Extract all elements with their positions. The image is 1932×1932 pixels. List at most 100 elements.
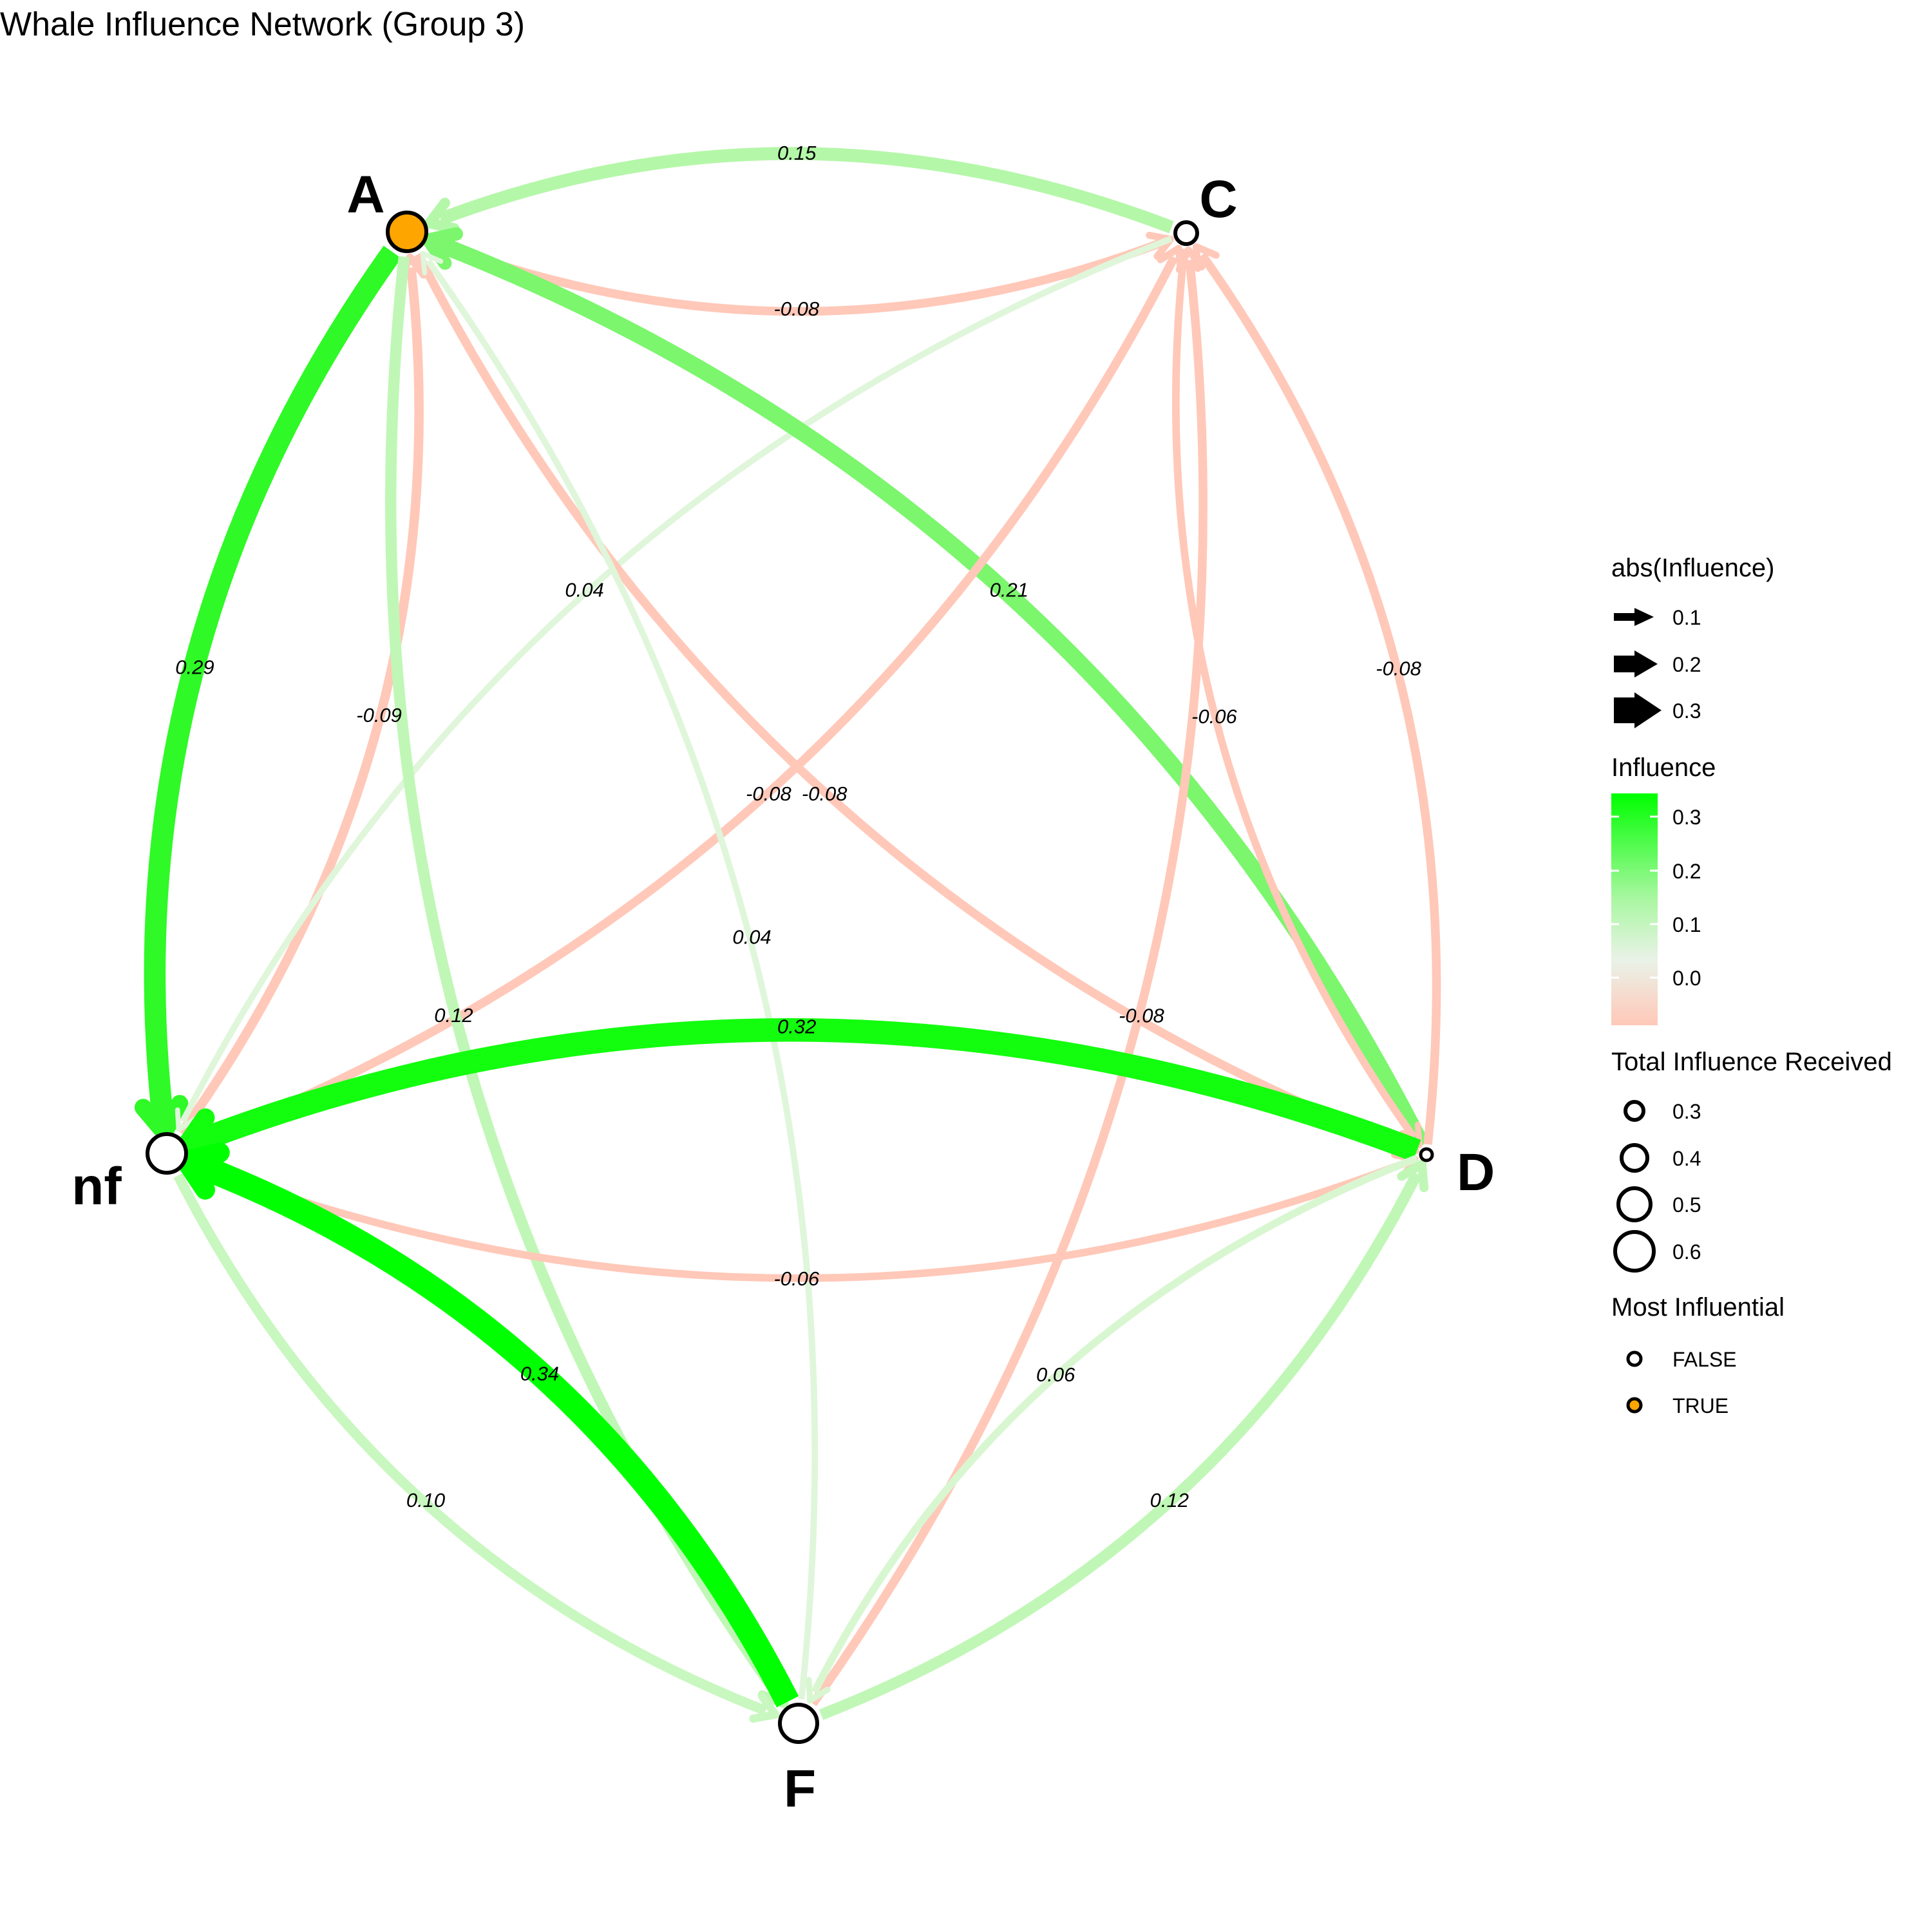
edge-label: -0.08 xyxy=(1119,1004,1164,1027)
legend-color-label: 0.3 xyxy=(1672,806,1701,829)
legend-color-tick: 0.0 xyxy=(1611,967,1701,990)
edge-line xyxy=(1198,252,1441,1145)
edge-C-to-D xyxy=(1172,248,1423,1148)
legend-color-label: 0.2 xyxy=(1672,860,1701,883)
edge-label: 0.04 xyxy=(732,925,771,948)
legend-width-label: 0.3 xyxy=(1672,699,1701,723)
edge-nf-to-C xyxy=(188,245,1184,1149)
edge-arrowhead xyxy=(424,198,460,234)
edge-line xyxy=(819,1171,1422,1720)
legend-color-title: Influence xyxy=(1611,753,1716,782)
node-nf[interactable]: nf xyxy=(71,1132,188,1216)
legend-size-circle xyxy=(1613,1230,1656,1273)
edge-label: 0.12 xyxy=(434,1004,473,1027)
edge-label: 0.34 xyxy=(520,1363,559,1385)
legend-arrow-icon xyxy=(1614,650,1658,677)
node-F[interactable]: F xyxy=(778,1703,819,1818)
edge-arrowhead xyxy=(1397,1159,1429,1193)
legend-arrow-icon xyxy=(1614,608,1654,626)
legend-size-label: 0.6 xyxy=(1672,1240,1701,1264)
legend-size-title: Total Influence Received xyxy=(1611,1048,1892,1076)
node-D[interactable]: D xyxy=(1419,1143,1495,1202)
edge-line xyxy=(144,245,401,1119)
edge-line xyxy=(196,1018,1421,1162)
edge-A-to-D xyxy=(414,252,1419,1159)
legend-arrow-icon xyxy=(1614,692,1662,728)
edge-line xyxy=(177,267,424,1136)
edge-line xyxy=(180,236,1173,1123)
edge-label: 0.29 xyxy=(175,656,214,678)
edge-label: -0.08 xyxy=(802,782,848,805)
edge-A-to-F xyxy=(384,256,789,1709)
edge-label: 0.04 xyxy=(565,578,603,601)
edge-D-to-nf xyxy=(176,1018,1421,1164)
node-label: nf xyxy=(71,1157,122,1216)
edge-F-to-nf xyxy=(175,1142,799,1708)
edge-D-to-C xyxy=(1192,243,1441,1145)
edge-label: 0.10 xyxy=(406,1489,445,1511)
legend-size-item: 0.3 xyxy=(1624,1100,1701,1123)
node-circle[interactable] xyxy=(1419,1147,1434,1162)
edge-label: 0.15 xyxy=(777,142,817,164)
nodes-layer: A C D Fnf xyxy=(71,166,1495,1818)
edge-arrowhead xyxy=(749,1692,780,1723)
legend-width-item: 0.2 xyxy=(1614,650,1701,677)
node-circle[interactable] xyxy=(386,211,428,253)
edge-line xyxy=(437,236,1430,1150)
edge-line xyxy=(811,1155,1419,1694)
edge-label: 0.12 xyxy=(1150,1489,1189,1511)
edge-arrowhead xyxy=(422,227,463,270)
legend-mi-circle xyxy=(1626,1397,1643,1414)
node-circle[interactable] xyxy=(146,1132,188,1175)
legend-mi-label: FALSE xyxy=(1672,1348,1737,1371)
legend-color-label: 0.1 xyxy=(1672,913,1701,936)
edge-line xyxy=(438,147,1174,234)
chart-title: Whale Influence Network (Group 3) xyxy=(0,6,526,43)
edge-arrowhead xyxy=(806,1676,831,1704)
legend-width-label: 0.2 xyxy=(1672,653,1701,676)
legend-color-tick: 0.3 xyxy=(1611,806,1701,829)
legend-width-title: abs(Influence) xyxy=(1611,554,1774,582)
node-C[interactable]: C xyxy=(1173,170,1238,246)
legend-size-circle xyxy=(1616,1186,1653,1222)
legend-width-label: 0.1 xyxy=(1672,606,1701,629)
edge-F-to-A xyxy=(420,251,819,1700)
edge-line xyxy=(196,1155,799,1708)
legend-color-tick: 0.2 xyxy=(1611,860,1701,883)
edge-label: 0.21 xyxy=(990,578,1028,601)
node-circle[interactable] xyxy=(778,1703,819,1744)
legend-width-item: 0.1 xyxy=(1614,606,1701,629)
legend-size-label: 0.5 xyxy=(1672,1193,1701,1217)
edge-line xyxy=(188,1159,1408,1282)
edge-label: -0.08 xyxy=(746,782,791,805)
node-circle[interactable] xyxy=(1173,220,1199,246)
node-label: D xyxy=(1457,1143,1495,1202)
edge-line xyxy=(428,236,1163,316)
edge-line xyxy=(414,252,1408,1151)
node-A[interactable]: A xyxy=(346,166,428,253)
legend-mi-item: TRUE xyxy=(1626,1394,1728,1417)
legend-size-item: 0.5 xyxy=(1616,1186,1701,1222)
edge-line xyxy=(425,259,819,1700)
edge-line xyxy=(1172,248,1417,1140)
edge-arrowhead xyxy=(175,1107,198,1132)
edge-arrowhead xyxy=(1192,243,1220,272)
legend-color-tick: 0.1 xyxy=(1611,913,1701,936)
edge-line xyxy=(188,255,1179,1149)
edge-line xyxy=(173,1173,768,1716)
edge-label: -0.06 xyxy=(773,1267,819,1290)
legend-mi-item: FALSE xyxy=(1626,1348,1737,1371)
edge-nf-to-F xyxy=(173,1173,780,1723)
legend-size-circle xyxy=(1624,1100,1645,1122)
legend-size-label: 0.3 xyxy=(1672,1100,1701,1123)
edge-line xyxy=(384,256,782,1698)
legend-size-item: 0.6 xyxy=(1613,1230,1701,1273)
edge-label: -0.06 xyxy=(1191,705,1237,728)
legend-size-circle xyxy=(1620,1143,1649,1173)
legend-mi-label: TRUE xyxy=(1672,1394,1728,1417)
edge-label: -0.09 xyxy=(356,704,402,726)
edge-label: 0.32 xyxy=(777,1016,816,1038)
legend-mi-circle xyxy=(1626,1350,1643,1367)
edge-label: -0.08 xyxy=(773,298,819,320)
